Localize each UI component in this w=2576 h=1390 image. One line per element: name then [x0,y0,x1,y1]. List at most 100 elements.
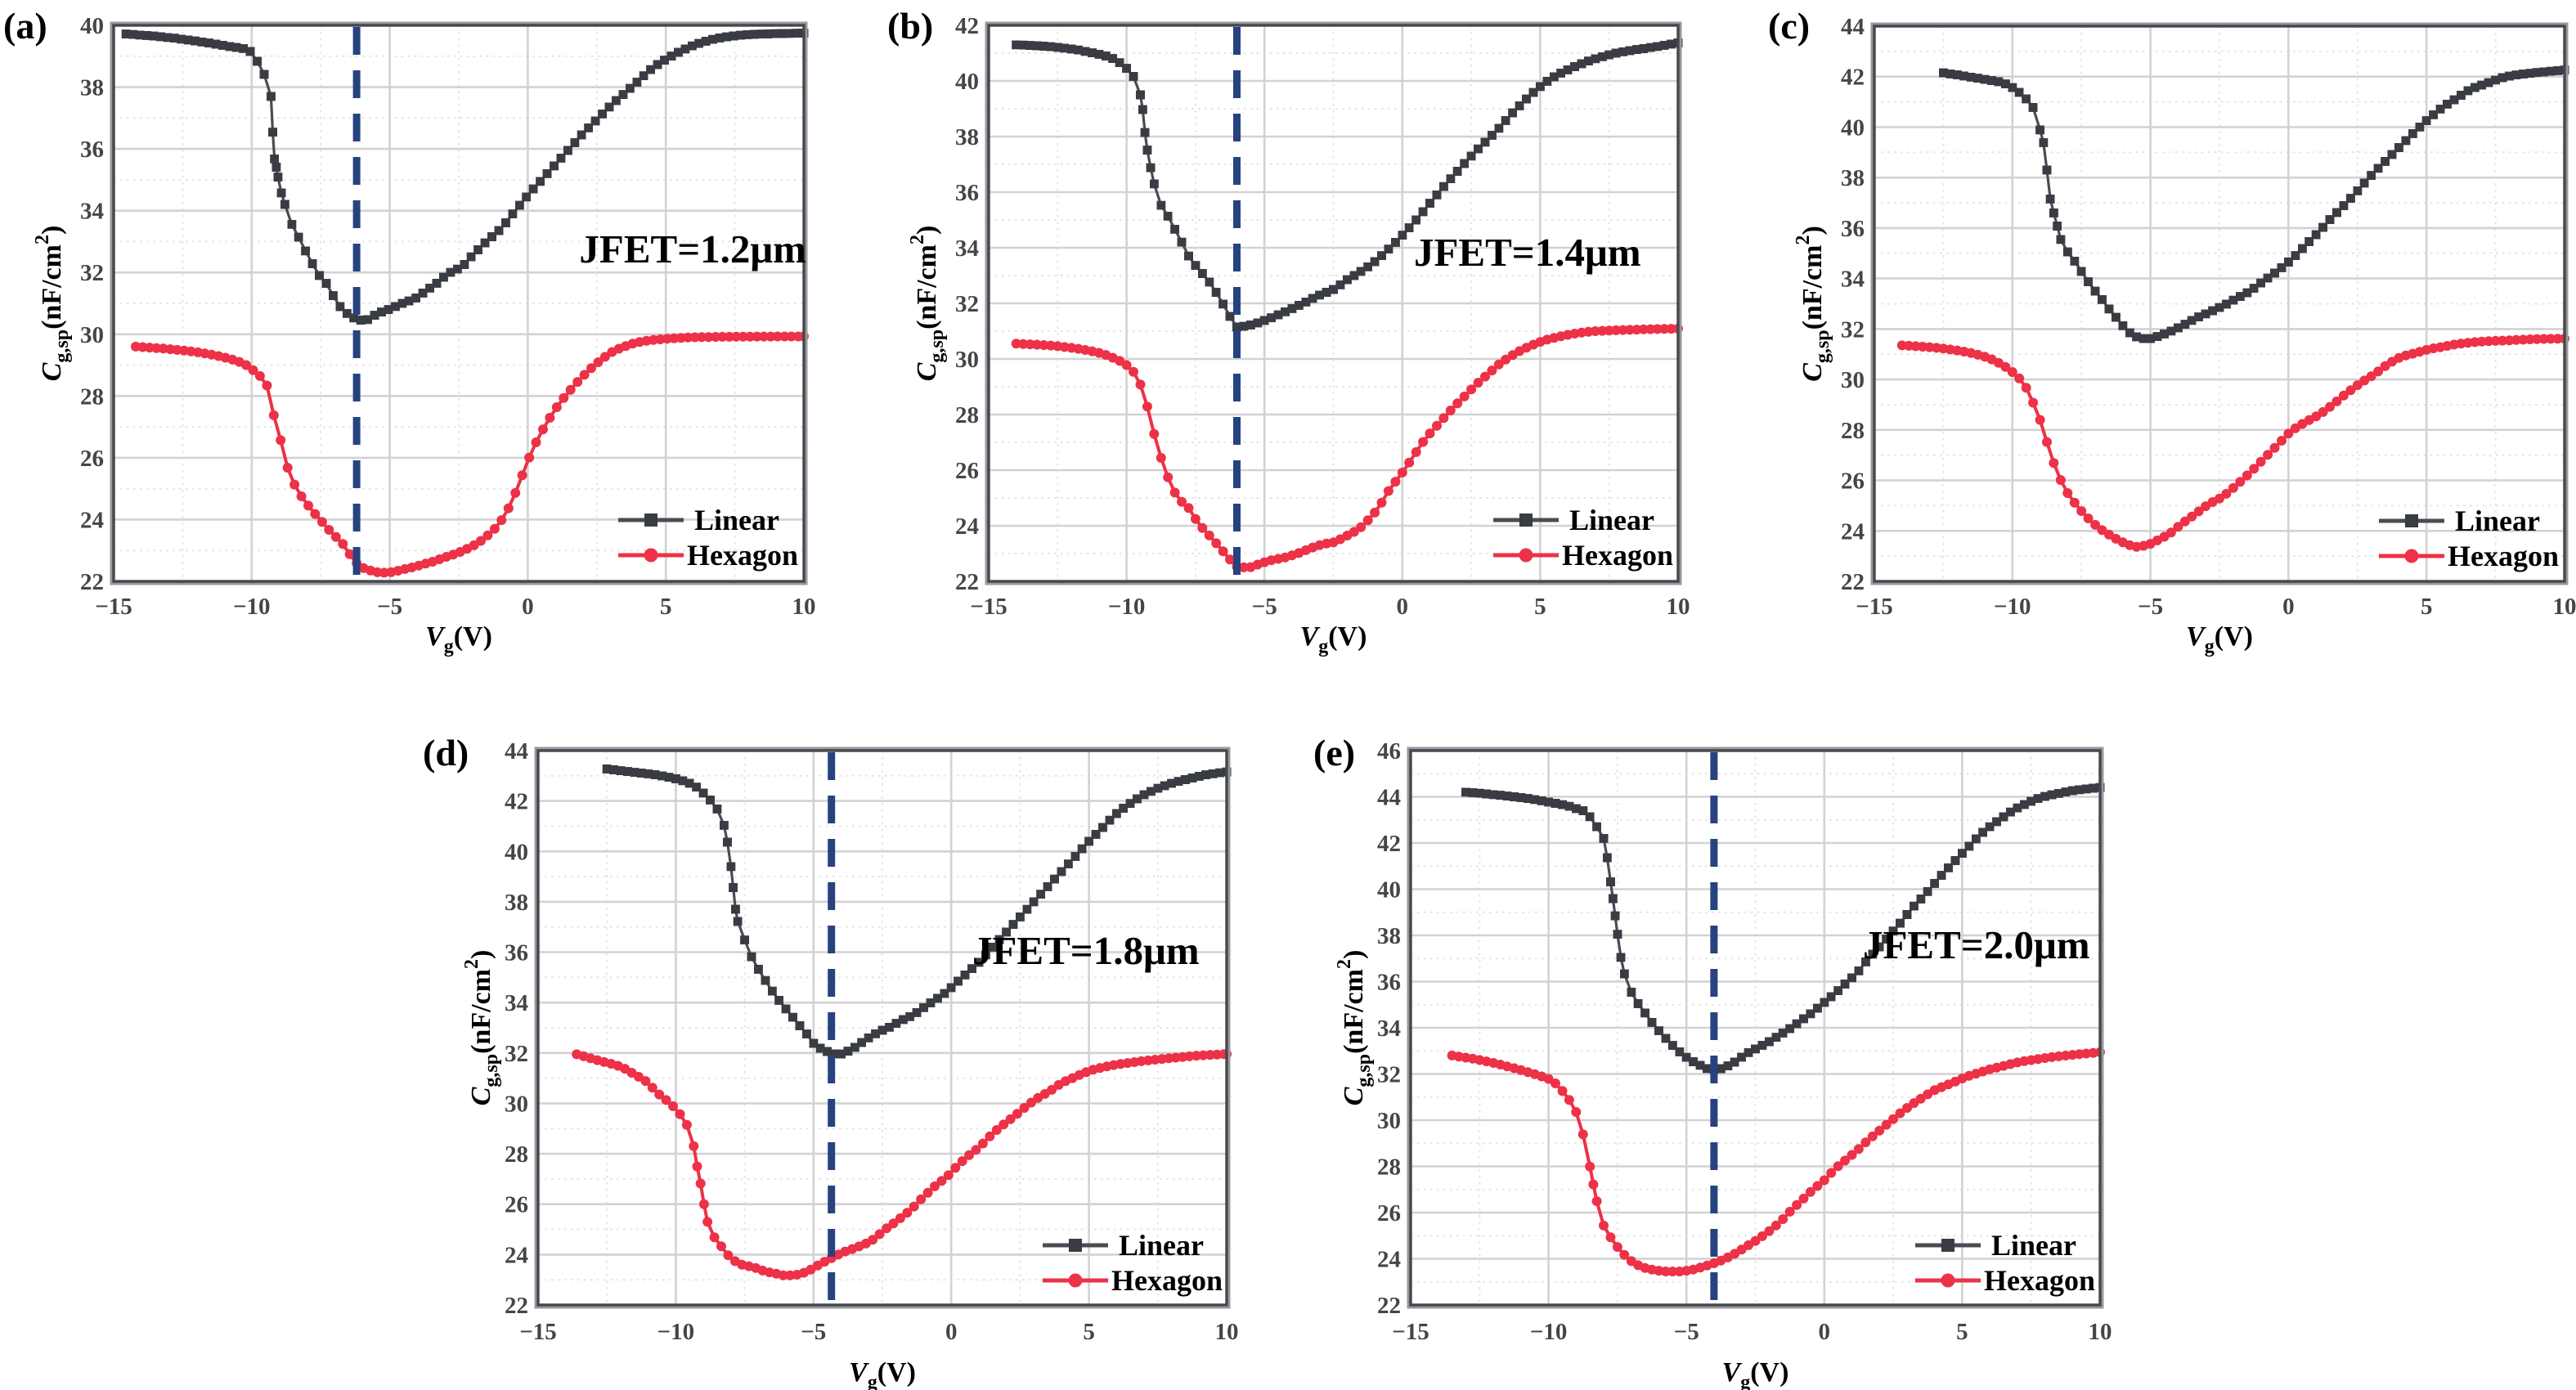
svg-text:Linear: Linear [694,504,779,536]
svg-text:Linear: Linear [1991,1229,2076,1262]
svg-text:JFET=1.8μm: JFET=1.8μm [972,928,1200,973]
svg-text:10: 10 [1215,1319,1239,1345]
svg-text:38: 38 [505,890,528,916]
svg-text:0: 0 [1397,594,1409,620]
svg-text:42: 42 [505,789,528,815]
svg-text:−15: −15 [519,1319,557,1345]
svg-text:22: 22 [955,569,979,595]
svg-text:28: 28 [955,402,979,428]
svg-text:24: 24 [505,1242,528,1268]
svg-text:40: 40 [80,13,104,39]
svg-text:30: 30 [80,322,104,348]
svg-text:0: 0 [1819,1319,1831,1345]
svg-text:−15: −15 [95,594,132,620]
svg-text:34: 34 [1377,1016,1401,1042]
svg-text:44: 44 [1377,785,1401,811]
svg-text:32: 32 [1377,1062,1401,1088]
svg-text:22: 22 [505,1293,528,1319]
svg-text:22: 22 [1377,1293,1401,1319]
svg-text:46: 46 [1377,738,1401,764]
svg-text:−10: −10 [1530,1319,1568,1345]
svg-text:Cg,sp(nF/cm2): Cg,sp(nF/cm2) [1334,950,1375,1106]
svg-text:10: 10 [2553,594,2576,620]
svg-text:Vg(V): Vg(V) [425,621,492,657]
svg-text:5: 5 [2421,594,2433,620]
svg-text:30: 30 [955,347,979,373]
svg-text:−5: −5 [2138,594,2163,620]
svg-text:−5: −5 [1674,1319,1699,1345]
svg-text:24: 24 [80,507,104,533]
svg-text:Cg,sp(nF/cm2): Cg,sp(nF/cm2) [461,950,502,1106]
svg-text:28: 28 [1377,1155,1401,1181]
svg-text:Linear: Linear [1569,504,1654,536]
svg-text:30: 30 [1841,367,1865,393]
svg-text:26: 26 [955,458,979,484]
svg-text:44: 44 [1841,14,1865,40]
svg-text:22: 22 [80,569,104,595]
svg-text:Vg(V): Vg(V) [849,1357,916,1390]
svg-text:30: 30 [1377,1108,1401,1134]
svg-text:(c): (c) [1768,5,1810,47]
svg-text:26: 26 [1377,1200,1401,1226]
svg-text:40: 40 [1377,877,1401,904]
svg-text:40: 40 [955,69,979,95]
svg-text:34: 34 [505,990,528,1016]
svg-text:(e): (e) [1313,732,1355,773]
svg-text:Cg,sp(nF/cm2): Cg,sp(nF/cm2) [907,226,948,382]
svg-text:0: 0 [522,594,534,620]
svg-text:40: 40 [1841,115,1865,141]
svg-text:36: 36 [80,137,104,163]
svg-text:−10: −10 [1108,594,1146,620]
svg-text:28: 28 [80,383,104,410]
svg-text:Hexagon: Hexagon [687,539,798,572]
svg-text:22: 22 [1841,569,1865,595]
svg-text:JFET=1.2μm: JFET=1.2μm [579,226,806,271]
svg-text:36: 36 [1841,216,1865,242]
svg-text:36: 36 [505,940,528,966]
svg-text:10: 10 [1667,594,1690,620]
svg-text:−5: −5 [1252,594,1277,620]
svg-text:42: 42 [1377,831,1401,857]
svg-text:24: 24 [1377,1247,1401,1273]
svg-text:Vg(V): Vg(V) [1722,1357,1789,1390]
svg-text:−15: −15 [970,594,1008,620]
svg-text:28: 28 [1841,418,1865,444]
svg-text:38: 38 [80,75,104,101]
svg-text:JFET=1.4μm: JFET=1.4μm [1414,230,1641,275]
svg-text:36: 36 [955,180,979,206]
svg-text:−5: −5 [801,1319,826,1345]
svg-text:32: 32 [955,291,979,317]
svg-text:−15: −15 [1392,1319,1429,1345]
svg-text:32: 32 [1841,316,1865,343]
svg-text:28: 28 [505,1141,528,1168]
svg-text:Vg(V): Vg(V) [1300,621,1367,657]
svg-text:Linear: Linear [1119,1229,1204,1262]
svg-text:(d): (d) [423,732,469,773]
svg-text:0: 0 [2282,594,2295,620]
svg-text:(b): (b) [887,5,933,47]
svg-text:JFET=2.0μm: JFET=2.0μm [1863,922,2090,967]
svg-text:5: 5 [1534,594,1546,620]
svg-text:5: 5 [660,594,672,620]
svg-text:Cg,sp(nF/cm2): Cg,sp(nF/cm2) [1793,226,1833,382]
svg-text:42: 42 [1841,65,1865,91]
svg-text:Hexagon: Hexagon [1111,1264,1223,1297]
svg-text:24: 24 [1841,518,1865,545]
svg-text:−10: −10 [657,1319,695,1345]
svg-text:−15: −15 [1856,594,1893,620]
svg-text:Cg,sp(nF/cm2): Cg,sp(nF/cm2) [32,226,73,382]
svg-text:34: 34 [80,199,104,225]
svg-text:Linear: Linear [2455,504,2540,537]
svg-text:10: 10 [2089,1319,2112,1345]
svg-text:(a): (a) [3,5,47,47]
svg-text:32: 32 [505,1041,528,1067]
svg-text:5: 5 [1083,1319,1095,1345]
svg-text:−5: −5 [377,594,402,620]
svg-text:26: 26 [1841,469,1865,495]
svg-text:Vg(V): Vg(V) [2186,621,2253,657]
svg-text:Hexagon: Hexagon [2448,540,2559,572]
svg-text:24: 24 [955,513,979,540]
svg-text:10: 10 [792,594,816,620]
svg-text:Hexagon: Hexagon [1562,539,1673,572]
svg-text:−10: −10 [1994,594,2031,620]
